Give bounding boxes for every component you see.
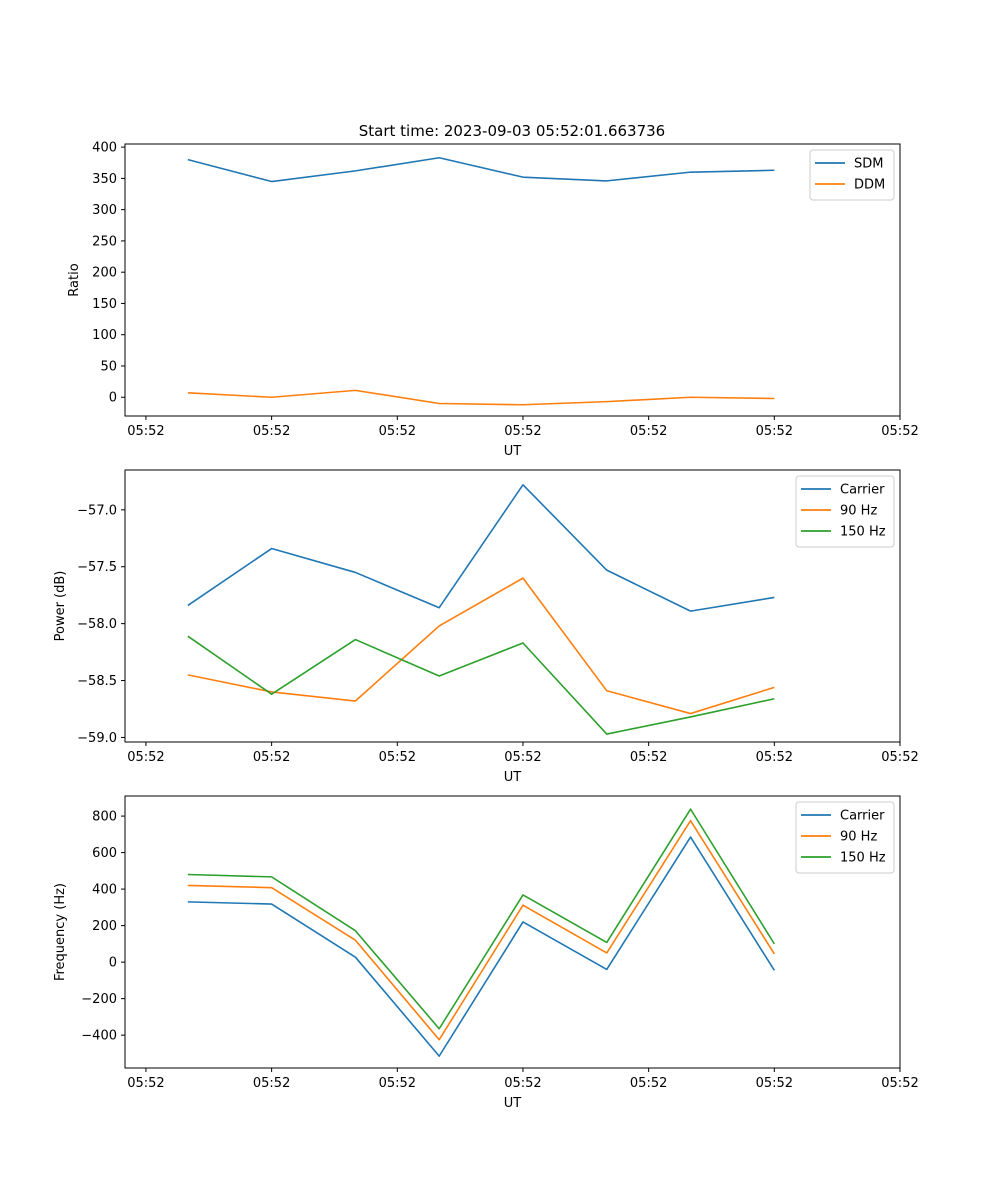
power-x-tick-label: 05:52 bbox=[127, 750, 164, 765]
ratio-x-tick-label: 05:52 bbox=[756, 424, 793, 439]
frequency-x-tick-label: 05:52 bbox=[379, 1076, 416, 1091]
ratio-y-tick-label: 100 bbox=[92, 328, 117, 343]
power-series-line-150-hz bbox=[187, 635, 775, 735]
frequency-y-tick-label: 200 bbox=[92, 919, 117, 934]
power-legend-label: 150 Hz bbox=[840, 525, 886, 540]
frequency-y-tick-label: −400 bbox=[81, 1029, 117, 1044]
ratio-legend-label: DDM bbox=[854, 178, 885, 193]
ratio-x-tick-label: 05:52 bbox=[127, 424, 164, 439]
power-y-tick-label: −58.0 bbox=[77, 617, 117, 632]
frequency-y-axis-label: Frequency (Hz) bbox=[53, 883, 68, 981]
power-axes-frame bbox=[124, 469, 901, 743]
power-y-tick-label: −59.0 bbox=[77, 731, 117, 746]
ratio-x-tick-label: 05:52 bbox=[379, 424, 416, 439]
frequency-x-axis-label: UT bbox=[504, 1096, 522, 1111]
ratio-y-tick-label: 50 bbox=[100, 359, 117, 374]
ratio-axes-frame bbox=[124, 143, 901, 417]
ratio-y-axis-label: Ratio bbox=[67, 263, 82, 296]
power-legend-box bbox=[795, 475, 895, 548]
frequency-legend-label: 90 Hz bbox=[840, 830, 877, 845]
power-x-tick-label: 05:52 bbox=[504, 750, 541, 765]
power-legend: Carrier 90 Hz 150 Hz bbox=[795, 475, 895, 548]
power-x-tick-label: 05:52 bbox=[253, 750, 290, 765]
frequency-panel: 05:52 05:52 05:52 05:52 05:52 05:52 05:52 800 60… bbox=[53, 795, 919, 1111]
ratio-legend: SDM DDM bbox=[809, 149, 895, 201]
frequency-x-tick-label: 05:52 bbox=[253, 1076, 290, 1091]
frequency-x-tick-label: 05:52 bbox=[630, 1076, 667, 1091]
frequency-x-tick-label: 05:52 bbox=[756, 1076, 793, 1091]
frequency-series-line-150-hz bbox=[187, 808, 775, 1030]
ratio-y-tick-label: 0 bbox=[109, 391, 117, 406]
ratio-y-tick-label: 400 bbox=[92, 141, 117, 156]
ratio-series-line-sdm bbox=[187, 156, 775, 183]
ratio-x-tick-label: 05:52 bbox=[253, 424, 290, 439]
ratio-y-tick-label: 150 bbox=[92, 297, 117, 312]
ratio-y-tick-label: 350 bbox=[92, 172, 117, 187]
power-x-axis-label: UT bbox=[504, 770, 522, 785]
frequency-y-tick-label: 0 bbox=[109, 956, 117, 971]
frequency-y-tick-label: 800 bbox=[92, 810, 117, 825]
ratio-y-tick-label: 200 bbox=[92, 266, 117, 281]
ratio-series-line-ddm bbox=[187, 389, 775, 406]
power-x-tick-label: 05:52 bbox=[630, 750, 667, 765]
power-x-tick-label: 05:52 bbox=[881, 750, 918, 765]
figure-title: Start time: 2023-09-03 05:52:01.663736 bbox=[359, 122, 665, 140]
power-legend-label: 90 Hz bbox=[840, 504, 877, 519]
ratio-x-tick-label: 05:52 bbox=[881, 424, 918, 439]
frequency-legend-label: Carrier bbox=[840, 809, 885, 824]
ratio-y-tick-label: 250 bbox=[92, 234, 117, 249]
frequency-legend-box bbox=[795, 801, 895, 874]
ratio-y-tick-label: 300 bbox=[92, 203, 117, 218]
power-x-tick-label: 05:52 bbox=[756, 750, 793, 765]
frequency-y-tick-label: −200 bbox=[81, 992, 117, 1007]
frequency-y-tick-label: 600 bbox=[92, 846, 117, 861]
power-series-line-carrier bbox=[187, 483, 775, 612]
power-y-tick-label: −57.0 bbox=[77, 503, 117, 518]
power-y-tick-label: −57.5 bbox=[77, 560, 117, 575]
frequency-legend: Carrier 90 Hz 150 Hz bbox=[795, 801, 895, 874]
frequency-x-tick-label: 05:52 bbox=[881, 1076, 918, 1091]
power-y-tick-label: −58.5 bbox=[77, 674, 117, 689]
ratio-x-tick-label: 05:52 bbox=[504, 424, 541, 439]
ratio-x-axis-label: UT bbox=[504, 444, 522, 459]
power-series-line-90-hz bbox=[187, 577, 775, 715]
power-panel: 05:52 05:52 05:52 05:52 05:52 05:52 05:52 −57.0… bbox=[53, 469, 919, 785]
frequency-series-line-90-hz bbox=[187, 819, 775, 1041]
frequency-axes-frame bbox=[124, 795, 901, 1069]
power-y-axis-label: Power (dB) bbox=[53, 571, 68, 642]
frequency-legend-label: 150 Hz bbox=[840, 851, 886, 866]
power-x-tick-label: 05:52 bbox=[379, 750, 416, 765]
ratio-panel: 05:52 05:52 05:52 05:52 05:52 05:52 05:52 0 50 10… bbox=[67, 141, 919, 459]
frequency-y-tick-label: 400 bbox=[92, 883, 117, 898]
frequency-x-tick-label: 05:52 bbox=[127, 1076, 164, 1091]
ratio-legend-label: SDM bbox=[854, 157, 883, 172]
frequency-x-tick-label: 05:52 bbox=[504, 1076, 541, 1091]
frequency-series-line-carrier bbox=[187, 836, 775, 1057]
ratio-x-tick-label: 05:52 bbox=[630, 424, 667, 439]
power-legend-label: Carrier bbox=[840, 483, 885, 498]
